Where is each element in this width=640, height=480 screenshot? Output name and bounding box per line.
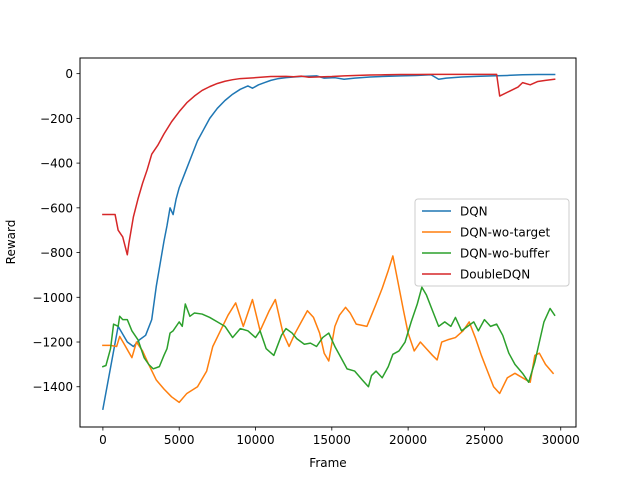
- series-line-dqn-wo-target: [102, 255, 555, 404]
- y-axis-title: Reward: [4, 220, 18, 265]
- y-tick-label: −1000: [32, 291, 73, 305]
- legend-box: [414, 198, 570, 287]
- y-tick-label: −400: [40, 157, 73, 171]
- y-tick-label: −600: [40, 201, 73, 215]
- series-line-dqn-wo-buffer: [101, 286, 556, 388]
- x-tick-label: 10000: [236, 433, 274, 447]
- x-tick-label: 5000: [164, 433, 195, 447]
- y-axis: 0 −200 −400 −600 −800 −1000 −1200 −1400: [32, 67, 80, 394]
- series-line-dqn: [102, 73, 556, 410]
- x-tick-label: 30000: [542, 433, 580, 447]
- plot-area: [101, 73, 556, 410]
- plot-frame: [79, 57, 577, 428]
- x-axis-title: Frame: [309, 456, 346, 470]
- x-tick-label: 0: [99, 433, 107, 447]
- x-tick-label: 25000: [465, 433, 503, 447]
- legend-label: DQN-wo-target: [460, 226, 550, 240]
- legend: DQN DQN-wo-target DQN-wo-buffer DoubleDQN: [414, 198, 570, 287]
- y-tick-label: −800: [40, 246, 73, 260]
- legend-label: DoubleDQN: [460, 268, 530, 282]
- x-tick-label: 15000: [313, 433, 351, 447]
- legend-label: DQN: [460, 205, 488, 219]
- legend-label: DQN-wo-buffer: [460, 247, 550, 261]
- y-tick-label: 0: [65, 67, 73, 81]
- x-axis: 0 5000 10000 15000 20000 25000 30000: [99, 427, 580, 447]
- y-tick-label: −200: [40, 112, 73, 126]
- series-line-doubledqn: [102, 73, 556, 256]
- y-tick-label: −1200: [32, 336, 73, 350]
- x-tick-label: 20000: [389, 433, 427, 447]
- y-tick-label: −1400: [32, 380, 73, 394]
